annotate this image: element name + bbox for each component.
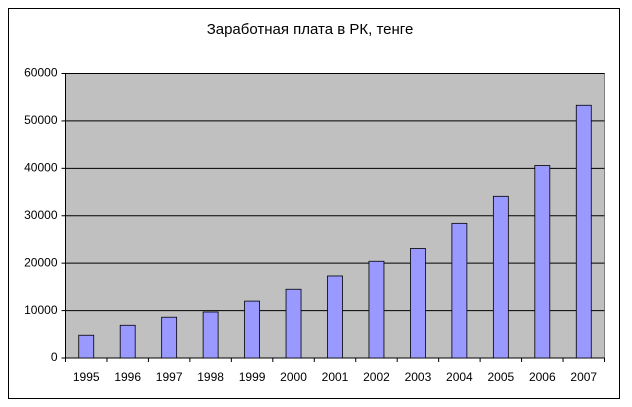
bar <box>492 195 509 359</box>
chart-title: Заработная плата в РК, тенге <box>207 21 414 38</box>
x-tick-label: 1995 <box>73 370 100 384</box>
bar <box>327 275 343 359</box>
bar <box>119 324 136 359</box>
x-tick-label: 2007 <box>570 370 597 384</box>
x-tick-label: 2001 <box>322 370 349 384</box>
x-tick-label: 2006 <box>529 370 556 384</box>
x-tick-label: 1999 <box>239 370 266 384</box>
bar <box>78 334 95 359</box>
bar <box>451 222 468 359</box>
bar <box>285 288 302 359</box>
x-tick-label: 2005 <box>487 370 514 384</box>
y-tick-label: 10000 <box>24 303 58 317</box>
bar <box>244 300 260 359</box>
bar <box>161 316 178 359</box>
bar <box>368 260 385 359</box>
x-tick-label: 2000 <box>280 370 307 384</box>
bar <box>202 311 219 359</box>
bar <box>575 104 592 359</box>
x-tick-label: 2004 <box>446 370 473 384</box>
x-tick-label: 1998 <box>197 370 224 384</box>
y-tick-label: 50000 <box>24 113 58 127</box>
y-tick-label: 60000 <box>24 66 58 80</box>
y-tick-label: 30000 <box>24 208 58 222</box>
y-tick-label: 20000 <box>24 255 58 269</box>
bar <box>534 165 551 359</box>
x-tick-label: 2003 <box>405 370 432 384</box>
x-tick-label: 1996 <box>114 370 141 384</box>
y-tick-label: 40000 <box>24 161 58 175</box>
y-tick-label: 0 <box>51 350 58 364</box>
x-tick-label: 2002 <box>363 370 390 384</box>
bar <box>410 248 426 359</box>
x-tick-label: 1997 <box>156 370 183 384</box>
